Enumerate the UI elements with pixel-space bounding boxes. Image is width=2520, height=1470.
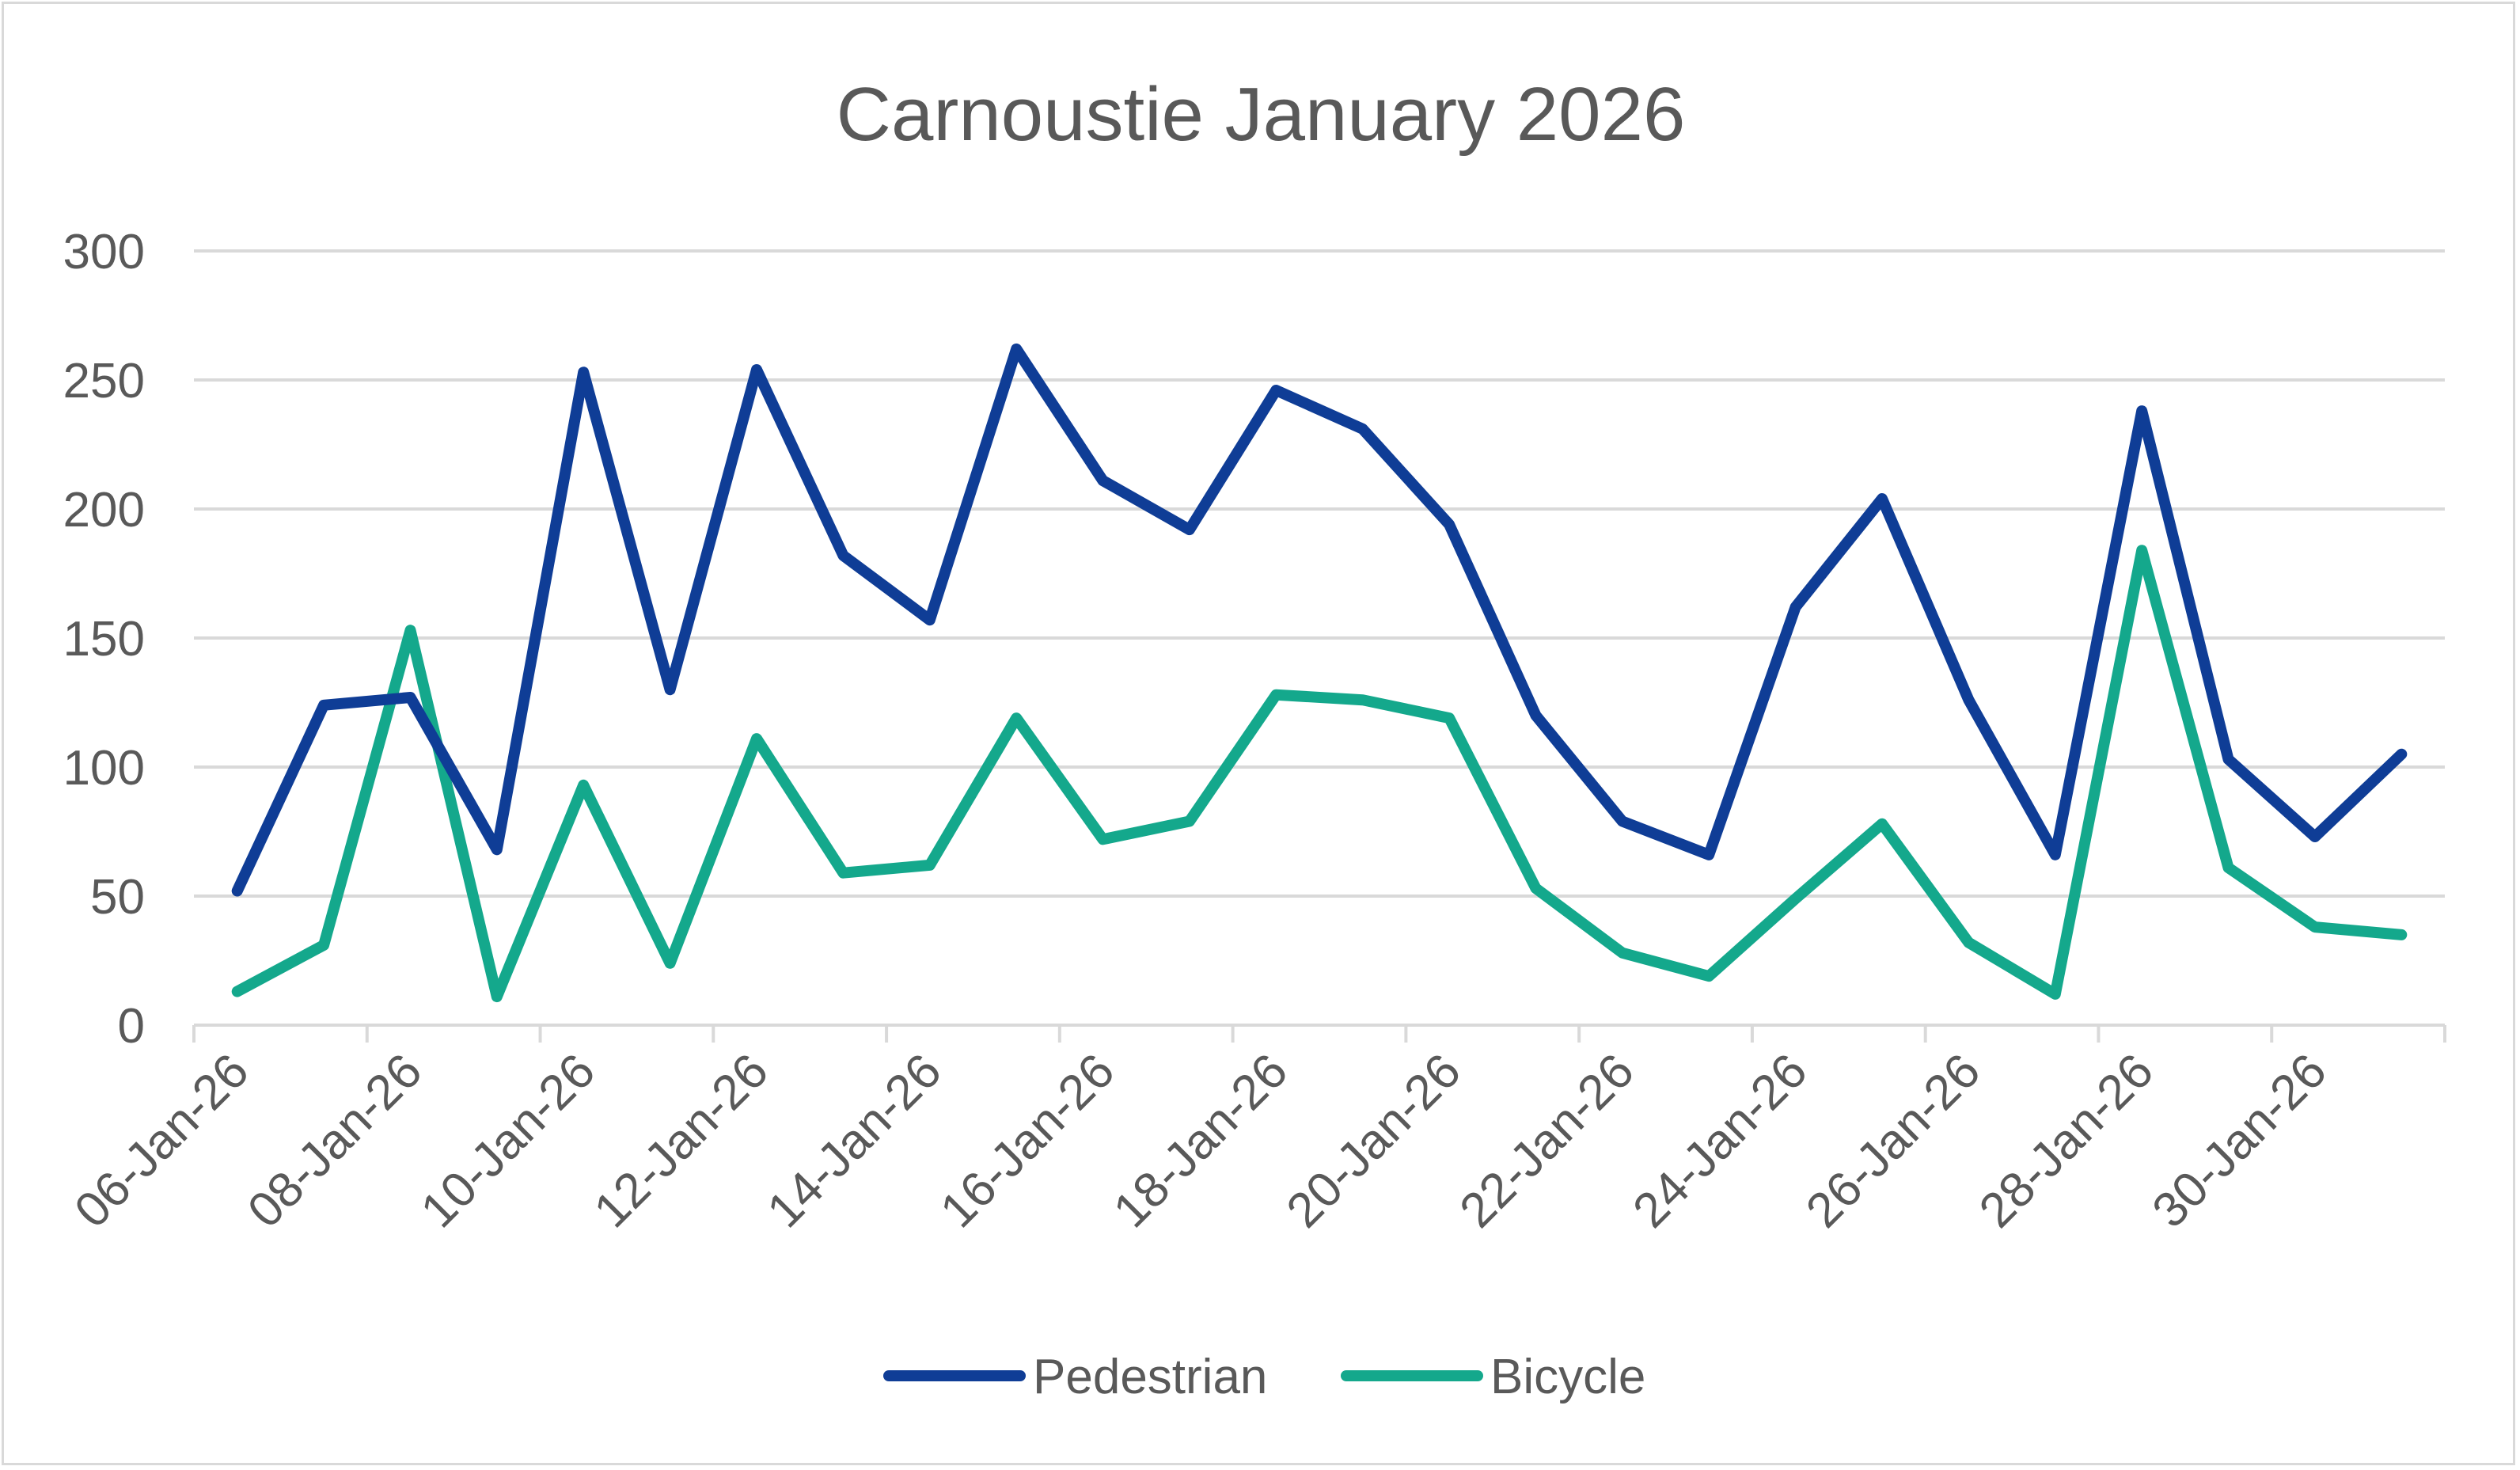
x-tick-label: 22-Jan-26 — [1450, 1043, 1645, 1238]
x-axis-tick-labels: 06-Jan-2608-Jan-2610-Jan-2612-Jan-2614-J… — [64, 1043, 2336, 1238]
legend-label-bicycle: Bicycle — [1490, 1350, 1645, 1404]
x-tick-label: 18-Jan-26 — [1103, 1043, 1298, 1238]
x-tick-label: 14-Jan-26 — [757, 1043, 951, 1238]
x-tick-label: 26-Jan-26 — [1796, 1043, 1991, 1238]
line-chart: Carnoustie January 2026 0 50 100 150 200 250 3… — [63, 72, 2446, 1404]
x-tick-label: 10-Jan-26 — [411, 1043, 605, 1238]
y-tick-label: 150 — [63, 612, 145, 667]
y-tick-label: 250 — [63, 354, 145, 408]
series-line-pedestrian — [231, 343, 2408, 897]
x-tick-label: 24-Jan-26 — [1622, 1043, 1817, 1238]
y-tick-label: 200 — [63, 483, 145, 537]
x-tick-label: 28-Jan-26 — [1969, 1043, 2164, 1238]
x-tick-label: 08-Jan-26 — [237, 1043, 432, 1238]
legend-label-pedestrian: Pedestrian — [1033, 1350, 1267, 1404]
x-tick-label: 20-Jan-26 — [1277, 1043, 1471, 1238]
x-tick-label: 16-Jan-26 — [930, 1043, 1125, 1238]
x-tick-label: 06-Jan-26 — [64, 1043, 259, 1238]
y-tick-label: 50 — [90, 870, 145, 925]
series-lines — [231, 343, 2408, 1003]
legend: Pedestrian Bicycle — [883, 1350, 1645, 1404]
x-axis — [192, 1024, 2446, 1043]
chart-title: Carnoustie January 2026 — [837, 72, 1686, 157]
series-line-bicycle — [231, 545, 2408, 1003]
y-tick-label: 300 — [63, 225, 145, 279]
x-tick-label: 12-Jan-26 — [584, 1043, 779, 1238]
x-tick-label: 30-Jan-26 — [2142, 1043, 2337, 1238]
y-axis-tick-labels: 0 50 100 150 200 250 300 — [63, 225, 145, 1054]
y-tick-label: 0 — [118, 999, 145, 1054]
y-tick-label: 100 — [63, 741, 145, 796]
